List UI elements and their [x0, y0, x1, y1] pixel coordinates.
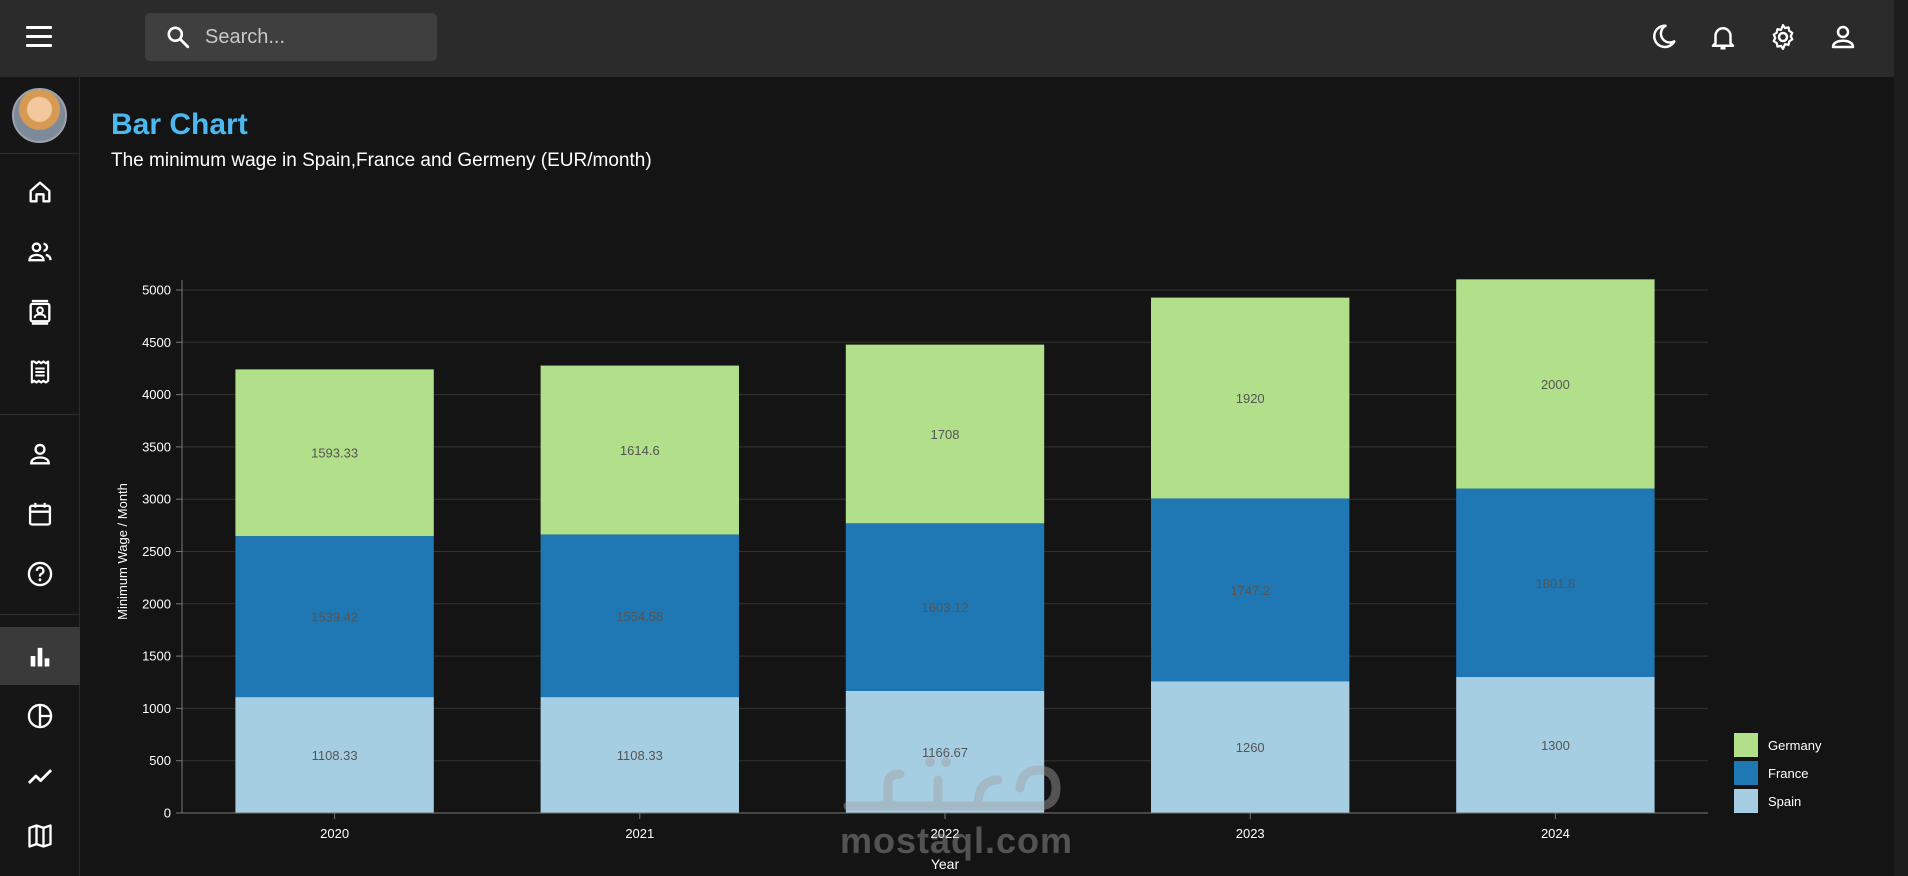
bar-value-label: 1801.8 [1536, 576, 1576, 591]
receipt-icon [30, 360, 50, 384]
team-icon [28, 242, 52, 262]
home-icon [29, 181, 51, 203]
sidebar-item-calendar[interactable] [0, 485, 80, 543]
help-icon [27, 561, 53, 587]
x-tick-label: 2020 [320, 826, 349, 841]
y-tick-label: 5000 [142, 283, 171, 298]
bar-value-label: 1708 [931, 427, 960, 442]
calendar-icon [28, 502, 52, 526]
sidebar-item-pie-chart[interactable] [0, 687, 80, 745]
bar-germany-2022 [845, 344, 1045, 524]
bar-value-label: 1603.12 [922, 600, 969, 615]
y-tick-label: 1000 [142, 701, 171, 716]
gear-icon[interactable] [1768, 22, 1798, 52]
search-input[interactable] [203, 24, 427, 50]
bar-value-label: 1920 [1236, 391, 1265, 406]
page-subtitle: The minimum wage in Spain,France and Ger… [111, 150, 652, 171]
moon-icon[interactable] [1648, 22, 1678, 52]
y-tick-label: 0 [164, 806, 171, 821]
bar-value-label: 1108.33 [312, 748, 358, 763]
bar-value-label: 1166.67 [922, 745, 968, 760]
bar-value-label: 1108.33 [617, 748, 663, 763]
divider [0, 614, 80, 615]
legend-swatch-france [1734, 761, 1758, 785]
sidebar [0, 77, 80, 876]
bar-value-label: 1614.6 [620, 443, 660, 458]
x-tick-label: 2021 [625, 826, 654, 841]
scrollbar[interactable] [1894, 0, 1908, 876]
bar-france-2020 [235, 536, 434, 698]
sidebar-item-team[interactable] [0, 223, 80, 281]
pie-chart-icon [27, 703, 53, 729]
legend-label-spain: Spain [1768, 794, 1801, 809]
bar-france-2023 [1151, 498, 1350, 682]
search-icon [167, 26, 190, 49]
bell-icon[interactable] [1708, 22, 1738, 52]
bar-value-label: 1260 [1236, 740, 1265, 755]
line-chart-icon [27, 769, 53, 784]
sidebar-item-faq[interactable] [0, 545, 80, 603]
bar-value-label: 1554.58 [616, 609, 663, 624]
y-tick-label: 3500 [142, 439, 171, 454]
x-axis-title: Year [931, 856, 960, 872]
bar-spain-2023 [1151, 681, 1350, 813]
menu-icon[interactable] [26, 26, 52, 48]
legend-label-france: France [1768, 766, 1808, 781]
bar-france-2021 [540, 534, 739, 698]
x-tick-label: 2022 [931, 826, 960, 841]
sidebar-item-invoices[interactable] [0, 343, 80, 401]
user-icon[interactable] [1828, 22, 1858, 52]
bar-germany-2020 [235, 369, 434, 537]
sidebar-item-contacts[interactable] [0, 283, 80, 341]
bar-france-2022 [845, 523, 1045, 691]
contacts-icon [29, 299, 51, 325]
bar-value-label: 1300 [1541, 738, 1570, 753]
page-title: Bar Chart [111, 108, 248, 141]
sidebar-item-home[interactable] [0, 163, 80, 221]
bar-spain-2020 [235, 697, 434, 813]
sidebar-item-bar-chart[interactable] [0, 627, 80, 685]
bar-chart-icon [30, 647, 50, 667]
top-bar [0, 0, 1908, 77]
legend-swatch-germany [1734, 733, 1758, 757]
avatar[interactable] [12, 88, 67, 143]
y-axis-title: Minimum Wage / Month [115, 483, 130, 620]
divider [0, 153, 80, 154]
legend-label-germany: Germany [1768, 738, 1822, 753]
sidebar-item-profile[interactable] [0, 425, 80, 483]
y-tick-label: 4000 [142, 387, 171, 402]
x-tick-label: 2024 [1541, 826, 1570, 841]
person-icon [30, 443, 50, 465]
y-tick-label: 3000 [142, 492, 171, 507]
bar-spain-2022 [845, 690, 1045, 813]
bar-value-label: 1539.42 [311, 610, 358, 625]
y-tick-label: 2000 [142, 596, 171, 611]
bar-value-label: 2000 [1541, 377, 1570, 392]
sidebar-item-line-chart[interactable] [0, 747, 80, 805]
bar-france-2024 [1456, 488, 1655, 678]
bar-value-label: 1593.33 [311, 446, 358, 461]
y-tick-label: 1500 [142, 649, 171, 664]
search-box[interactable] [145, 13, 437, 61]
bar-value-label: 1747.2 [1230, 583, 1270, 598]
bar-germany-2024 [1456, 279, 1655, 489]
map-icon [28, 824, 52, 848]
bar-spain-2021 [540, 697, 739, 813]
x-tick-label: 2023 [1236, 826, 1265, 841]
y-tick-label: 2500 [142, 544, 171, 559]
legend-swatch-spain [1734, 789, 1758, 813]
y-tick-label: 4500 [142, 335, 171, 350]
divider [0, 414, 80, 415]
sidebar-item-geography[interactable] [0, 807, 80, 865]
bar-germany-2021 [540, 365, 739, 535]
y-tick-label: 500 [149, 753, 171, 768]
bar-germany-2023 [1151, 297, 1350, 499]
bar-spain-2024 [1456, 677, 1655, 813]
